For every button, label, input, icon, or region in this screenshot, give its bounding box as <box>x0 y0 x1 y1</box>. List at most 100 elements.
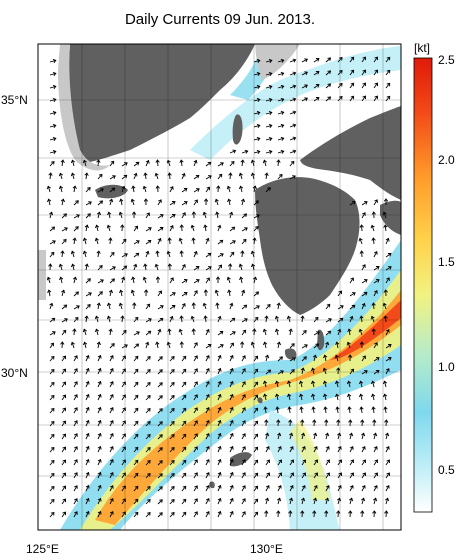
current-arrow-head <box>314 316 319 321</box>
current-arrow <box>61 239 67 245</box>
current-arrow <box>49 137 56 141</box>
current-arrow-head <box>171 512 175 516</box>
current-arrow <box>253 446 258 453</box>
current-arrow-head <box>347 406 352 410</box>
current-arrow <box>300 394 303 401</box>
current-arrow-head <box>194 394 198 398</box>
current-arrow-head <box>350 368 354 373</box>
current-arrow <box>289 459 294 466</box>
current-arrow <box>373 82 378 89</box>
current-arrow <box>349 201 356 206</box>
current-arrow <box>372 302 375 310</box>
current-arrow <box>97 212 100 219</box>
current-arrow <box>241 329 246 336</box>
current-arrow <box>181 303 186 310</box>
current-arrow <box>313 331 320 336</box>
current-arrow <box>337 446 342 453</box>
current-arrow <box>133 473 139 479</box>
current-arrow <box>61 213 67 219</box>
current-arrow-head <box>96 159 101 163</box>
current-arrow <box>253 420 258 427</box>
current-arrow <box>61 381 66 388</box>
current-arrow <box>373 279 380 284</box>
current-arrow <box>228 199 231 206</box>
current-arrow-head <box>122 420 126 425</box>
lat-label-35: 35°N <box>1 93 28 107</box>
current-arrow-head <box>154 263 159 268</box>
current-arrow-head <box>159 214 164 218</box>
current-arrow <box>253 459 258 466</box>
current-arrow-head <box>335 406 340 410</box>
current-arrow <box>289 85 296 89</box>
current-arrow <box>61 290 65 297</box>
current-arrow <box>253 186 256 193</box>
current-arrow <box>301 97 308 102</box>
current-arrow-head <box>50 342 54 347</box>
current-arrow-head <box>142 276 147 281</box>
current-arrow <box>97 511 102 518</box>
current-arrow-head <box>388 266 392 270</box>
current-arrow <box>169 486 175 492</box>
current-arrow <box>253 394 258 401</box>
current-arrow <box>241 150 248 154</box>
current-arrow <box>121 498 126 505</box>
current-arrow <box>85 407 90 414</box>
current-arrow-head <box>312 354 318 359</box>
current-arrow-head <box>337 328 342 333</box>
current-arrow <box>143 277 147 284</box>
current-arrow <box>336 406 339 414</box>
current-arrow <box>253 485 258 492</box>
current-arrow-head <box>374 82 378 87</box>
current-arrow <box>121 315 124 323</box>
current-arrow <box>157 408 163 414</box>
current-arrow <box>385 277 390 284</box>
current-arrow <box>193 199 198 206</box>
current-arrow-head <box>267 304 271 308</box>
current-arrow-head <box>336 419 341 423</box>
current-arrow-head <box>205 472 210 476</box>
current-arrow <box>73 472 78 479</box>
current-arrow-head <box>254 498 259 503</box>
current-arrow <box>133 408 139 414</box>
current-arrow <box>71 342 75 349</box>
current-arrow <box>337 96 343 102</box>
current-arrow-head <box>85 380 90 385</box>
current-arrow-head <box>255 226 259 230</box>
current-arrow <box>179 238 183 245</box>
current-arrow-head <box>122 394 126 399</box>
current-arrow <box>385 329 390 336</box>
current-arrow-head <box>220 253 224 257</box>
current-arrow-head <box>74 472 78 476</box>
current-arrow-head <box>76 214 80 218</box>
current-arrow <box>229 317 235 323</box>
current-arrow-head <box>250 341 255 346</box>
current-arrow <box>385 266 392 271</box>
current-arrow-head <box>240 159 245 163</box>
current-arrow <box>85 394 90 401</box>
tsushima-band <box>190 46 401 160</box>
current-arrow-head <box>205 237 210 242</box>
current-arrow-head <box>109 368 114 372</box>
current-arrow <box>181 408 187 414</box>
current-arrow <box>372 381 375 388</box>
current-arrow-head <box>386 82 391 87</box>
current-arrow-head <box>336 367 341 371</box>
current-arrow-head <box>217 445 222 450</box>
current-arrow <box>193 328 195 336</box>
current-arrow-head <box>122 355 126 360</box>
current-arrow <box>156 342 159 349</box>
current-arrow-head <box>97 510 102 515</box>
current-arrow <box>73 328 76 336</box>
current-arrow <box>263 329 267 336</box>
current-arrow <box>193 446 198 453</box>
current-arrow-head <box>147 382 151 386</box>
current-arrow <box>361 355 366 362</box>
current-arrow-head <box>315 71 320 75</box>
current-arrow <box>73 420 78 427</box>
current-arrow-head <box>312 510 317 514</box>
current-arrow <box>179 329 183 336</box>
current-arrow <box>157 305 164 310</box>
current-arrow <box>229 331 236 336</box>
current-arrow-head <box>254 459 259 464</box>
current-arrow-head <box>58 263 63 268</box>
